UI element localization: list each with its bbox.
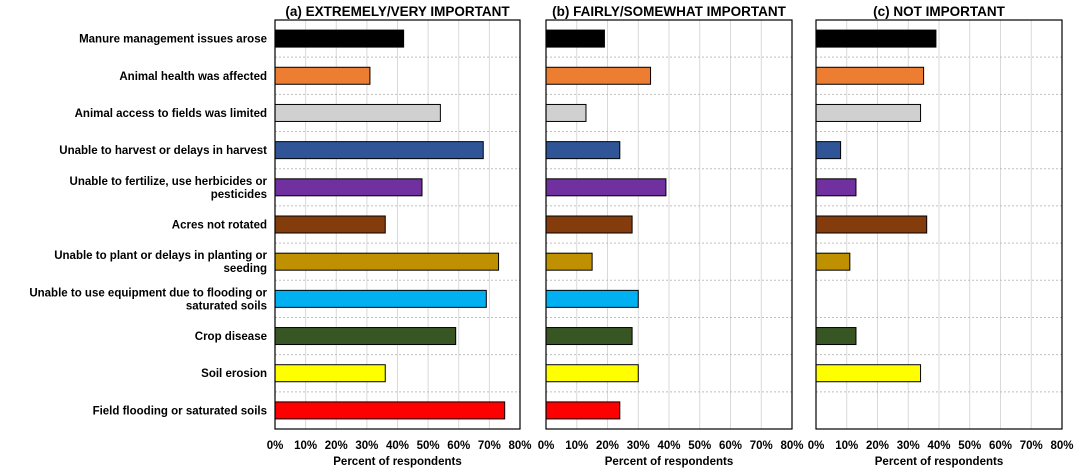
- category-label: seeding: [224, 263, 267, 275]
- x-tick-label: 60%: [447, 440, 470, 452]
- bar: [274, 66, 371, 85]
- x-tick-label: 60%: [989, 440, 1012, 452]
- panel-title: (a) EXTREMELY/VERY IMPORTANT: [285, 4, 510, 19]
- bar: [274, 215, 386, 234]
- plot-frame: [274, 19, 521, 430]
- bar: [545, 103, 587, 122]
- bar: [545, 252, 593, 271]
- category-label: Soil erosion: [201, 368, 267, 380]
- category-label: Animal health was affected: [119, 71, 267, 83]
- bar: [274, 252, 500, 271]
- bar: [274, 29, 405, 48]
- x-tick-label: 50%: [688, 440, 711, 452]
- bar: [545, 364, 639, 383]
- bar: [815, 364, 922, 383]
- x-tick-label: 20%: [325, 440, 348, 452]
- category-label: Acres not rotated: [172, 220, 267, 232]
- bar: [274, 289, 487, 308]
- bar: [274, 327, 457, 346]
- category-label: saturated soils: [186, 300, 267, 312]
- bar: [545, 289, 639, 308]
- bar: [274, 141, 484, 160]
- x-tick-label: 70%: [1020, 440, 1043, 452]
- bar: [545, 215, 633, 234]
- x-tick-label: 30%: [355, 440, 378, 452]
- category-label: Unable to harvest or delays in harvest: [59, 145, 267, 157]
- x-tick-label: 50%: [958, 440, 981, 452]
- panel-title: (b) FAIRLY/SOMEWHAT IMPORTANT: [552, 4, 786, 19]
- x-tick-label: 0%: [808, 440, 825, 452]
- x-tick-label: 70%: [750, 440, 773, 452]
- category-label: Animal access to fields was limited: [75, 108, 267, 120]
- bar: [274, 103, 441, 122]
- bar: [815, 103, 922, 122]
- bar: [274, 178, 423, 197]
- x-tick-label: 0%: [538, 440, 555, 452]
- bar: [545, 327, 633, 346]
- x-tick-label: 10%: [565, 440, 588, 452]
- category-label: Field flooding or saturated soils: [93, 405, 267, 417]
- x-tick-label: 10%: [294, 440, 317, 452]
- bar: [815, 178, 857, 197]
- x-tick-label: 80%: [508, 440, 531, 452]
- x-tick-label: 30%: [897, 440, 920, 452]
- x-tick-label: 40%: [386, 440, 409, 452]
- bar: [815, 29, 937, 48]
- x-tick-label: 80%: [780, 440, 803, 452]
- category-label: Unable to plant or delays in planting or: [54, 250, 267, 262]
- bar: [545, 141, 621, 160]
- x-axis-label: Percent of respondents: [333, 456, 461, 468]
- x-tick-label: 20%: [596, 440, 619, 452]
- x-tick-label: 80%: [1050, 440, 1073, 452]
- bar: [545, 29, 605, 48]
- category-label: pesticides: [211, 189, 267, 201]
- category-label: Unable to use equipment due to flooding …: [29, 287, 267, 299]
- x-axis-label: Percent of respondents: [875, 456, 1003, 468]
- bar: [545, 66, 652, 85]
- plot-frame: [815, 19, 1063, 430]
- x-tick-label: 40%: [927, 440, 950, 452]
- bar: [815, 66, 925, 85]
- x-tick-label: 40%: [657, 440, 680, 452]
- x-tick-label: 50%: [417, 440, 440, 452]
- category-label: Crop disease: [195, 331, 267, 343]
- panel-title: (c) NOT IMPORTANT: [873, 4, 1005, 19]
- x-tick-label: 30%: [627, 440, 650, 452]
- x-tick-label: 20%: [866, 440, 889, 452]
- x-tick-label: 70%: [478, 440, 501, 452]
- category-label: Unable to fertilize, use herbicides or: [70, 176, 268, 188]
- bar: [274, 401, 506, 420]
- bar: [545, 178, 667, 197]
- x-tick-label: 0%: [267, 440, 284, 452]
- category-label: Manure management issues arose: [79, 34, 267, 46]
- x-tick-label: 60%: [719, 440, 742, 452]
- bar: [274, 364, 386, 383]
- bar: [815, 252, 851, 271]
- bar: [815, 215, 928, 234]
- plot-frame: [545, 19, 793, 430]
- x-tick-label: 10%: [835, 440, 858, 452]
- bar: [815, 327, 857, 346]
- x-axis-label: Percent of respondents: [605, 456, 733, 468]
- bar: [545, 401, 621, 420]
- bar: [815, 141, 842, 160]
